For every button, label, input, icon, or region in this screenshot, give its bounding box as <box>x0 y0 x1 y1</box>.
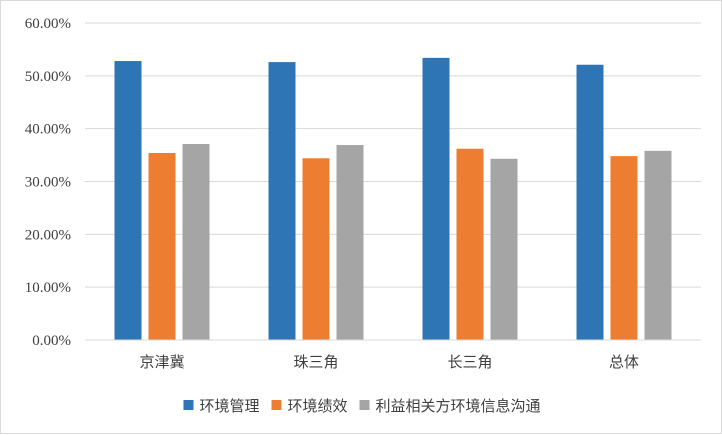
legend-swatch <box>359 400 370 410</box>
bar <box>456 148 484 340</box>
y-axis-ticks: 0.00% 10.00% 20.00% 30.00% 40.00% 50.00% 60.00… <box>25 16 71 349</box>
y-tick-label: 20.00% <box>25 227 71 243</box>
y-tick-label: 0.00% <box>32 333 71 349</box>
legend: 环境管理 环境绩效 利益相关方环境信息沟通 <box>183 397 541 415</box>
x-tick-label: 珠三角 <box>293 353 338 371</box>
bar <box>148 152 176 340</box>
y-tick-label: 40.00% <box>25 122 71 138</box>
bar <box>302 158 330 340</box>
x-tick-label: 长三角 <box>447 353 492 371</box>
bar <box>182 143 210 340</box>
bar <box>114 61 142 340</box>
legend-label: 环境绩效 <box>287 397 347 415</box>
bar <box>336 145 364 340</box>
bar <box>610 156 638 340</box>
y-tick-label: 60.00% <box>25 16 71 32</box>
bars <box>114 57 672 341</box>
bar <box>490 158 518 340</box>
legend-label: 利益相关方环境信息沟通 <box>376 397 541 415</box>
bar <box>422 57 450 341</box>
bar <box>644 150 672 340</box>
legend-swatch <box>271 400 282 410</box>
legend-swatch <box>183 400 194 410</box>
x-tick-label: 总体 <box>609 353 639 371</box>
gridlines <box>85 22 701 288</box>
bar <box>268 62 296 340</box>
bar <box>576 64 604 340</box>
legend-label: 环境管理 <box>199 397 259 415</box>
y-tick-label: 50.00% <box>25 69 71 85</box>
y-tick-label: 10.00% <box>25 280 71 296</box>
y-tick-label: 30.00% <box>25 175 71 191</box>
x-tick-label: 京津冀 <box>139 353 184 371</box>
category-labels: 京津冀 珠三角 长三角 总体 <box>139 353 639 371</box>
